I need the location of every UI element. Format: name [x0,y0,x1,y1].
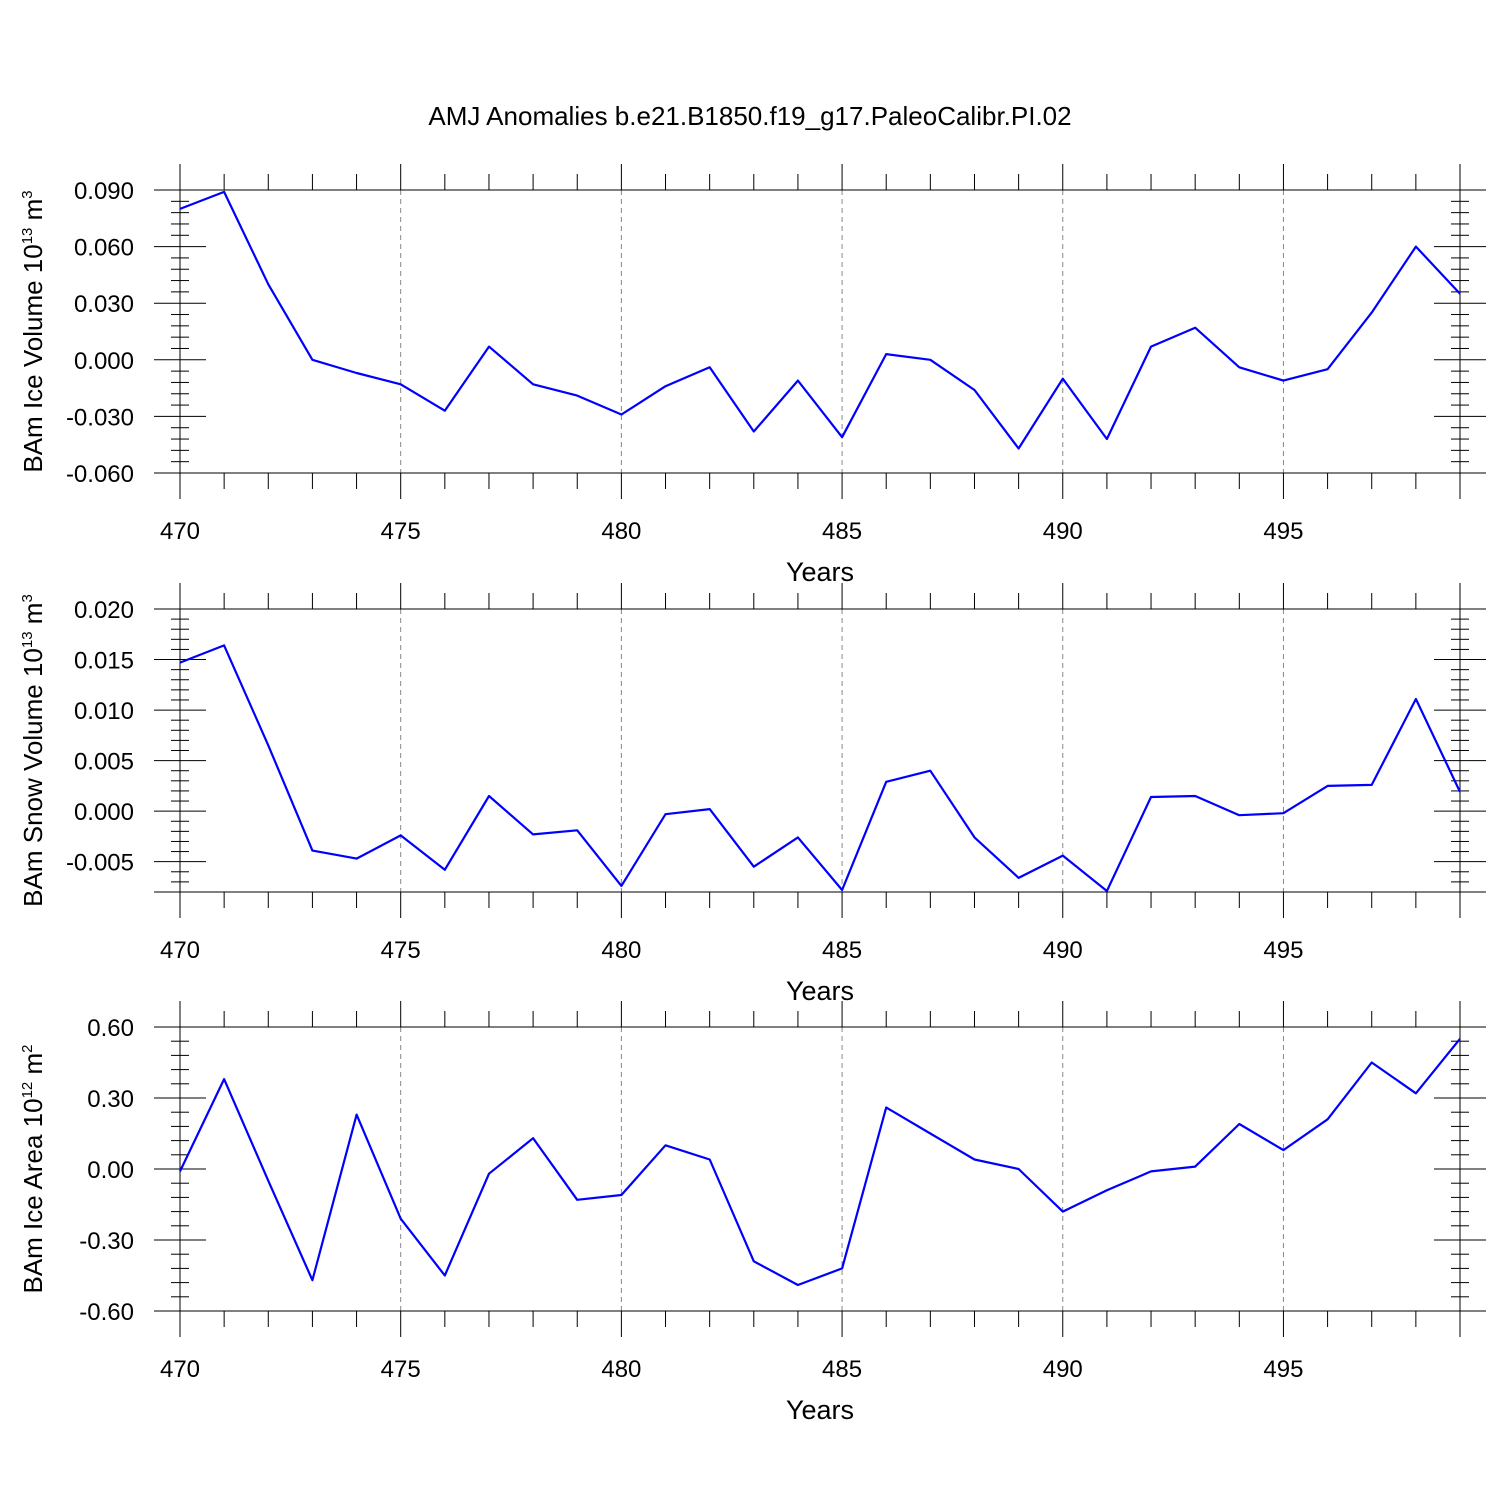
panel-1-y-axis-title-prefix: BAm Ice Volume 10 [18,244,48,472]
panel-2-x-tick-label: 475 [381,937,421,964]
panel-1-y-axis-title-mid: m [18,199,48,228]
panel-3-frame [179,1026,1461,1312]
panel-2-y-axis-title-prefix: BAm Snow Volume 10 [18,648,48,907]
panel-1-x-tick-label: 495 [1263,518,1303,545]
panel-2-series-line [179,644,1461,893]
panel-3-y-axis-title-sup1: 12 [19,1082,36,1099]
panel-3-y-axis-title-sup2: 2 [19,1044,36,1052]
panel-1-x-axis-title: Years [786,557,854,587]
panel-1-y-axis-title: BAm Ice Volume 1013 m3 [18,190,48,472]
panel-3-y-axis-title: BAm Ice Area 1012 m2 [18,1044,48,1293]
panel-2-y-axis-title-mid: m [18,603,48,632]
panel-3-y-tick-label: -0.30 [79,1228,134,1255]
panel-2-x-tick-label: 480 [601,937,641,964]
panel-1-x-tick-label: 485 [822,518,862,545]
panel-1-y-tick-label: 0.030 [74,291,134,318]
panel-3-y-tick-label: -0.60 [79,1299,134,1326]
panel-3: 470 475 480 485 490 495 0.60 0.30 0.00 -0.30 -0.60… [18,1001,1486,1425]
panel-2-x-tick-label: 495 [1263,937,1303,964]
panel-1-x-tick-label: 480 [601,518,641,545]
chart-title: AMJ Anomalies b.e21.B1850.f19_g17.PaleoC… [428,101,1071,131]
panel-2-y-tick-label: 0.010 [74,698,134,725]
panel-3-y-tick-label: 0.00 [87,1157,134,1184]
panel-2-y-tick-label: 0.015 [74,648,134,675]
panel-2-y-tick-label: 0.020 [74,597,134,624]
panel-3-y-axis-title-prefix: BAm Ice Area 10 [18,1098,48,1293]
panel-1-y-tick-label: -0.060 [66,461,134,488]
panel-2-x-tick-label: 490 [1043,937,1083,964]
panel-3-y-tick-label: 0.30 [87,1086,134,1113]
panel-3-y-axis-title-mid: m [18,1053,48,1082]
panel-3-x-tick-label: 470 [160,1356,200,1383]
panel-1-y-tick-label: -0.030 [66,404,134,431]
panel-3-x-tick-label: 485 [822,1356,862,1383]
panel-2-y-axis-title-sup2: 3 [19,594,36,602]
panel-1-y-tick-label: 0.060 [74,235,134,262]
panel-1-frame [179,189,1461,474]
panel-2-x-tick-label: 470 [160,937,200,964]
panel-2: 470 475 480 485 490 495 0.020 0.015 0.010 0.005 0.… [18,583,1486,1006]
panel-1-x-tick-label: 470 [160,518,200,545]
panel-1-y-axis-title-sup2: 3 [19,190,36,198]
panel-2-y-axis-title: BAm Snow Volume 1013 m3 [18,594,48,907]
panel-3-x-tick-label: 475 [381,1356,421,1383]
panel-3-y-tick-label: 0.60 [87,1015,134,1042]
panel-1-x-tick-label: 490 [1043,518,1083,545]
panel-2-x-tick-label: 485 [822,937,862,964]
panel-2-y-tick-label: 0.000 [74,799,134,826]
panel-1-y-axis-title-sup1: 13 [19,228,36,245]
panel-1: 470 475 480 485 490 495 0.090 0.060 0.030 0.000 -0… [18,164,1486,587]
panel-1-series-line [179,190,1461,450]
panel-3-x-tick-label: 495 [1263,1356,1303,1383]
panel-3-x-tick-label: 490 [1043,1356,1083,1383]
panel-3-x-axis-title: Years [786,1395,854,1425]
panel-3-x-tick-label: 480 [601,1356,641,1383]
panel-2-y-axis-title-sup1: 13 [19,631,36,648]
panel-3-series-line [179,1038,1461,1287]
panel-1-x-tick-label: 475 [381,518,421,545]
panel-1-y-tick-label: 0.090 [74,178,134,205]
panel-2-y-tick-label: -0.005 [66,850,134,877]
panel-1-y-tick-label: 0.000 [74,348,134,375]
panel-2-y-tick-label: 0.005 [74,749,134,776]
panel-2-x-axis-title: Years [786,976,854,1006]
